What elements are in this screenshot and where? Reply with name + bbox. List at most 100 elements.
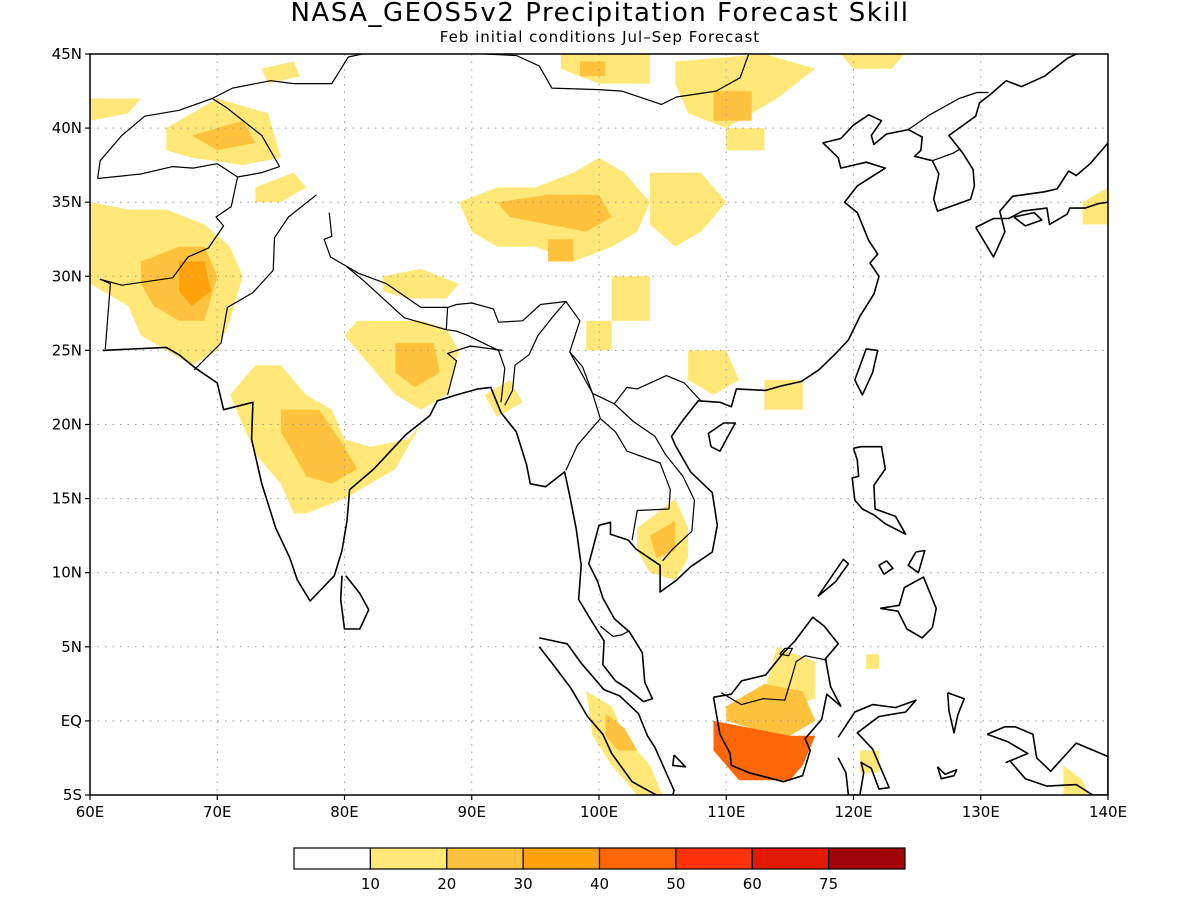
skill-region-19	[497, 194, 612, 232]
colorbar-label: 50	[666, 875, 685, 893]
lon-tick-label: 100E	[580, 803, 618, 821]
lat-tick-label: 5N	[61, 638, 82, 656]
colorbar-label: 40	[590, 875, 609, 893]
colorbar-label: 75	[819, 875, 838, 893]
skill-region-17	[382, 268, 459, 299]
colorbar-label: 60	[743, 875, 762, 893]
colorbar-swatch-4	[598, 847, 677, 870]
coastline-12	[975, 142, 1108, 258]
skill-region-38	[1063, 765, 1089, 795]
country-border-11	[97, 163, 238, 180]
colorbar-swatch-2	[446, 847, 524, 870]
colorbar-label: 20	[437, 875, 456, 893]
coastline-4	[837, 699, 917, 795]
skill-region-22	[611, 276, 650, 321]
colorbar-swatch-1	[369, 847, 448, 870]
lon-tick-label: 110E	[707, 803, 745, 821]
country-border-15	[483, 54, 750, 106]
country-border-7	[565, 351, 601, 471]
colorbar-swatch-6	[751, 847, 830, 870]
colorbar-swatch-3	[522, 847, 601, 870]
country-border-3	[345, 265, 449, 331]
coastline-15	[936, 766, 958, 780]
skill-region-16	[395, 343, 440, 388]
skill-region-20	[548, 239, 574, 262]
lat-tick-label: 5S	[63, 786, 82, 804]
coastline-5	[851, 445, 907, 536]
skill-region-11	[179, 261, 211, 306]
skill-region-3	[675, 54, 816, 129]
country-border-10	[599, 625, 630, 638]
coastline-1	[339, 575, 370, 630]
coastline-3	[712, 616, 842, 783]
skill-region-21	[649, 172, 727, 247]
country-border-5	[447, 345, 503, 396]
skill-region-0	[261, 61, 300, 84]
country-border-12	[97, 97, 281, 179]
colorbar-swatch-0	[293, 847, 372, 870]
country-border-6	[504, 301, 567, 406]
lon-tick-label: 140E	[1089, 803, 1127, 821]
skill-region-30	[649, 520, 676, 558]
map-title: NASA_GEOS5v2 Precipitation Forecast Skil…	[290, 0, 910, 28]
lat-tick-label: EQ	[61, 712, 82, 730]
country-border-19	[720, 655, 827, 706]
skill-region-36	[859, 750, 879, 773]
country-border-4	[446, 329, 506, 403]
colorbar-swatch-5	[675, 847, 753, 870]
skill-region-2	[579, 61, 606, 77]
country-border-8	[599, 418, 671, 541]
coastline-2	[538, 637, 675, 795]
country-border-1	[193, 194, 317, 371]
skill-region-26	[764, 380, 803, 410]
country-border-9	[613, 403, 696, 562]
country-border-13	[211, 56, 349, 100]
country-border-18	[932, 148, 961, 162]
lat-tick-label: 25N	[52, 341, 82, 359]
coastline-17	[671, 754, 687, 768]
skill-region-14	[280, 409, 358, 484]
coastline-11	[854, 348, 879, 396]
skill-region-25	[688, 350, 739, 395]
map-subtitle: Feb initial conditions Jul–Sep Forecast	[439, 28, 761, 46]
colorbar-label: 30	[514, 875, 533, 893]
skill-region-37	[866, 654, 879, 669]
coastline-7	[907, 549, 926, 574]
lat-tick-label: 20N	[52, 416, 82, 434]
coastline-8	[878, 560, 894, 576]
lon-tick-label: 60E	[76, 803, 105, 821]
colorbar-label: 10	[361, 875, 380, 893]
coastline-10	[707, 422, 737, 453]
lon-tick-label: 130E	[962, 803, 1000, 821]
coastline-13	[1013, 211, 1043, 227]
lon-tick-label: 70E	[203, 803, 232, 821]
coastline-16	[946, 691, 966, 734]
lat-tick-label: 10N	[52, 564, 82, 582]
coastline-14	[986, 725, 1108, 795]
skill-region-5	[840, 54, 905, 69]
country-border-17	[907, 91, 989, 131]
skill-region-4	[713, 91, 752, 121]
skill-region-23	[484, 380, 523, 418]
skill-region-8	[191, 120, 256, 151]
coastline-6	[880, 576, 938, 639]
lon-tick-label: 120E	[834, 803, 872, 821]
skill-region-24	[586, 320, 612, 351]
coastline-0	[102, 54, 1077, 703]
skill-region-28	[1082, 187, 1108, 225]
lat-tick-label: 30N	[52, 267, 82, 285]
country-border-20	[779, 647, 794, 657]
skill-region-32	[605, 713, 638, 751]
lon-tick-label: 90E	[457, 803, 486, 821]
skill-region-35	[713, 720, 816, 781]
lat-tick-label: 15N	[52, 490, 82, 508]
country-border-16	[811, 54, 813, 55]
coastline-9	[817, 558, 850, 598]
lon-tick-label: 80E	[330, 803, 359, 821]
skill-region-34	[726, 683, 816, 736]
lat-tick-label: 45N	[52, 45, 82, 63]
skill-region-27	[726, 128, 765, 151]
country-border-14	[348, 54, 366, 58]
colorbar-swatch-7	[827, 847, 906, 870]
